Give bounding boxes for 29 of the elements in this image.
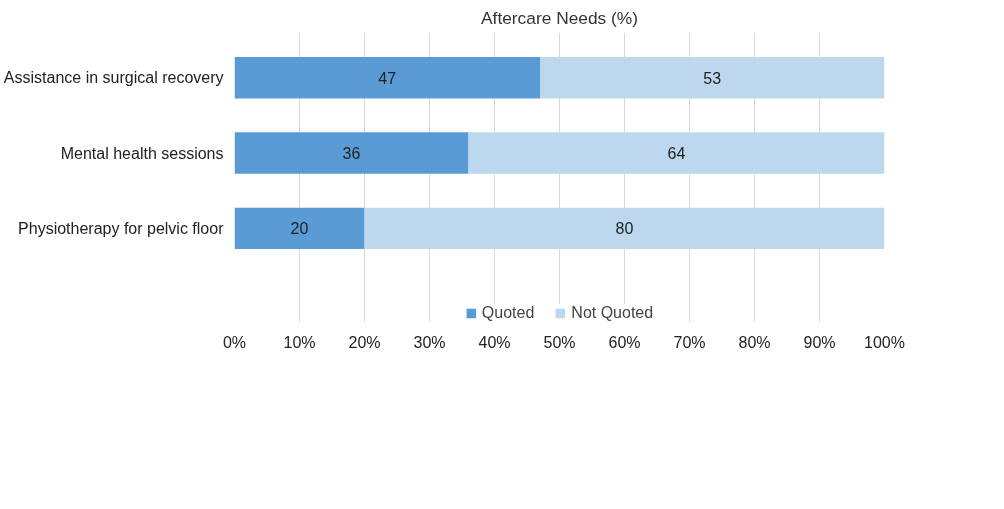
bar	[234, 207, 365, 250]
data-label: 64	[667, 145, 686, 163]
bar	[234, 132, 469, 174]
x-tick-label: 20%	[348, 333, 381, 351]
x-tick-label: 100%	[864, 333, 905, 351]
x-tick-label: 70%	[673, 333, 706, 351]
data-label: 80	[615, 220, 634, 238]
x-tick-label: 50%	[543, 333, 576, 351]
y-tick-label: Assistance in surgical recovery	[3, 69, 224, 87]
chart-title: Aftercare Needs (%)	[481, 7, 638, 28]
data-label: 20	[290, 220, 309, 238]
bar	[540, 56, 885, 99]
data-label: 53	[703, 69, 722, 87]
x-tick-label: 10%	[283, 333, 316, 351]
x-tick-label: 80%	[738, 333, 771, 351]
x-tick-label: 30%	[413, 333, 446, 351]
y-tick-label: Mental health sessions	[60, 144, 224, 162]
x-tick-label: 40%	[478, 333, 511, 351]
data-label: 47	[378, 69, 397, 87]
bar	[468, 132, 885, 174]
x-tick-label: 60%	[608, 333, 641, 351]
bar	[234, 56, 540, 99]
y-tick-label: Physiotherapy for pelvic floor	[18, 219, 225, 237]
x-tick-label: 90%	[803, 333, 836, 351]
legend-label: Not Quoted	[571, 304, 654, 322]
legend-label: Quoted	[481, 304, 535, 322]
bar	[364, 207, 885, 250]
data-label: 36	[342, 145, 361, 163]
x-tick-label: 0%	[222, 333, 247, 351]
